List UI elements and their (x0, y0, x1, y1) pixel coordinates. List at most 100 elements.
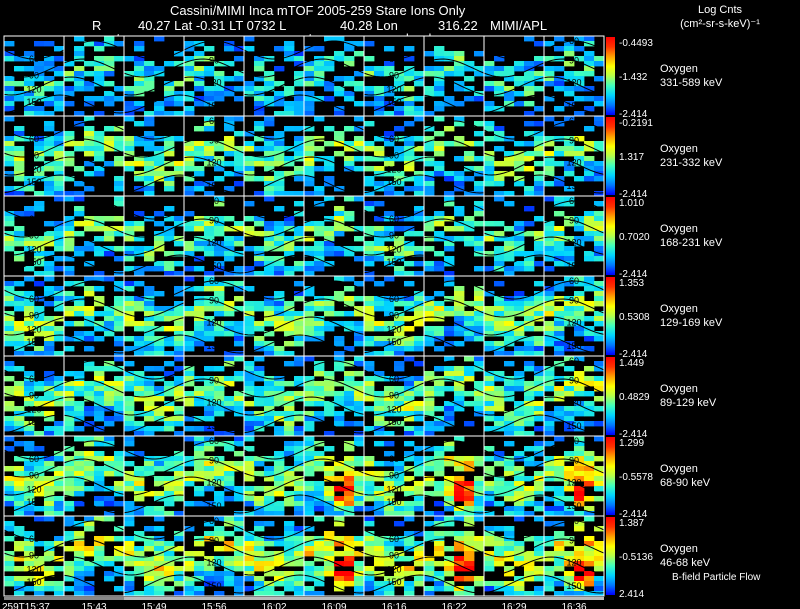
heat-cell (494, 461, 505, 467)
heat-cell (274, 156, 285, 162)
heat-cell (434, 141, 445, 147)
heat-cell (154, 561, 165, 567)
heat-cell (24, 511, 35, 517)
heat-cell (354, 436, 365, 442)
heat-cell (54, 496, 65, 502)
heat-cell (364, 86, 375, 92)
heat-cell (264, 161, 275, 167)
heat-cell (244, 326, 255, 332)
heat-cell (4, 96, 15, 102)
heat-cell (104, 96, 115, 102)
heat-cell (64, 136, 75, 142)
heat-cell (434, 406, 445, 412)
heat-cell (14, 166, 25, 172)
heat-cell (274, 131, 285, 137)
heat-cell (254, 101, 265, 107)
heat-cell (274, 416, 285, 422)
heat-cell (214, 441, 225, 447)
heat-cell (464, 61, 475, 67)
heat-cell (444, 481, 455, 487)
heat-cell (474, 406, 485, 412)
heat-cell (64, 516, 75, 522)
heat-cell (464, 336, 475, 342)
heat-cell (594, 496, 605, 502)
heat-cell (514, 241, 525, 247)
heat-cell (474, 336, 485, 342)
heat-cell (564, 281, 575, 287)
heat-cell (524, 566, 535, 572)
heat-cell (24, 336, 35, 342)
heat-cell (104, 326, 115, 332)
heat-cell (524, 556, 535, 562)
heat-cell (244, 531, 255, 537)
heat-cell (444, 446, 455, 452)
heat-cell (344, 581, 355, 587)
heat-cell (294, 51, 305, 57)
heat-cell (244, 331, 255, 337)
heat-cell (194, 156, 205, 162)
heat-cell (284, 521, 295, 527)
heat-cell (284, 221, 295, 227)
heat-cell (484, 376, 495, 382)
heat-cell (594, 541, 605, 547)
heat-cell (544, 586, 555, 592)
heat-cell (34, 556, 45, 562)
heat-cell (34, 386, 45, 392)
heat-cell (34, 76, 45, 82)
heat-cell (24, 426, 35, 432)
heat-cell (194, 461, 205, 467)
heat-cell (474, 396, 485, 402)
heat-cell (404, 251, 415, 257)
heat-cell (544, 431, 555, 437)
heat-cell (114, 461, 125, 467)
heat-cell (394, 96, 405, 102)
heat-cell (364, 381, 375, 387)
contour-label: 90 (389, 310, 399, 320)
heat-cell (414, 296, 425, 302)
heat-cell (144, 311, 155, 317)
heat-cell (454, 311, 465, 317)
heat-cell (594, 361, 605, 367)
heat-cell (424, 561, 435, 567)
heat-cell (184, 401, 195, 407)
heat-cell (104, 126, 115, 132)
heat-cell (494, 421, 505, 427)
heat-cell (534, 191, 545, 197)
heat-cell (244, 461, 255, 467)
heat-cell (174, 321, 185, 327)
heat-cell (164, 546, 175, 552)
heat-cell (294, 571, 305, 577)
heat-cell (514, 76, 525, 82)
heat-cell (184, 561, 195, 567)
heat-cell (474, 546, 485, 552)
heat-cell (424, 421, 435, 427)
heat-cell (24, 321, 35, 327)
heat-cell (574, 96, 585, 102)
heat-cell (124, 541, 135, 547)
heat-cell (64, 256, 75, 262)
heat-cell (274, 186, 285, 192)
heat-cell (364, 376, 375, 382)
heat-cell (504, 386, 515, 392)
heat-cell (534, 426, 545, 432)
heat-cell (404, 516, 415, 522)
heat-cell (204, 436, 215, 442)
heat-cell (14, 486, 25, 492)
heat-cell (514, 516, 525, 522)
heat-cell (534, 586, 545, 592)
contour-label: 60 (389, 294, 399, 304)
heat-cell (494, 371, 505, 377)
heat-cell (184, 161, 195, 167)
heat-cell (414, 116, 425, 122)
heat-cell (164, 466, 175, 472)
heat-cell (74, 51, 85, 57)
heat-cell (464, 141, 475, 147)
heat-cell (194, 141, 205, 147)
heat-cell (124, 416, 135, 422)
heat-cell (424, 141, 435, 147)
heat-cell (234, 86, 245, 92)
heat-cell (54, 296, 65, 302)
heat-cell (184, 266, 195, 272)
heat-cell (194, 96, 205, 102)
heat-cell (84, 526, 95, 532)
